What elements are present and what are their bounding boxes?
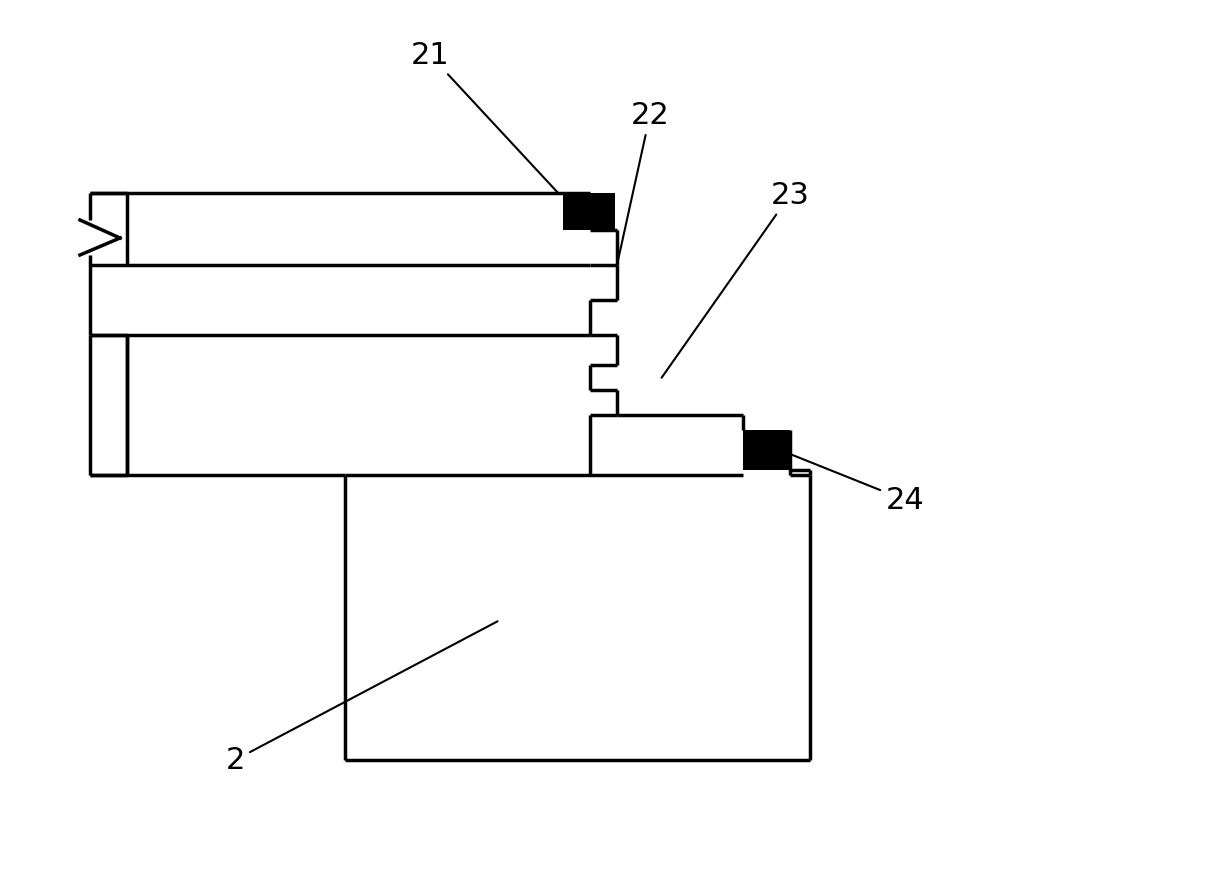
Bar <box>744 430 790 470</box>
Bar <box>563 193 616 230</box>
Text: 24: 24 <box>783 451 924 514</box>
Text: 23: 23 <box>661 180 810 378</box>
Text: 21: 21 <box>411 40 558 193</box>
Text: 22: 22 <box>618 101 670 262</box>
Text: 2: 2 <box>225 621 497 774</box>
